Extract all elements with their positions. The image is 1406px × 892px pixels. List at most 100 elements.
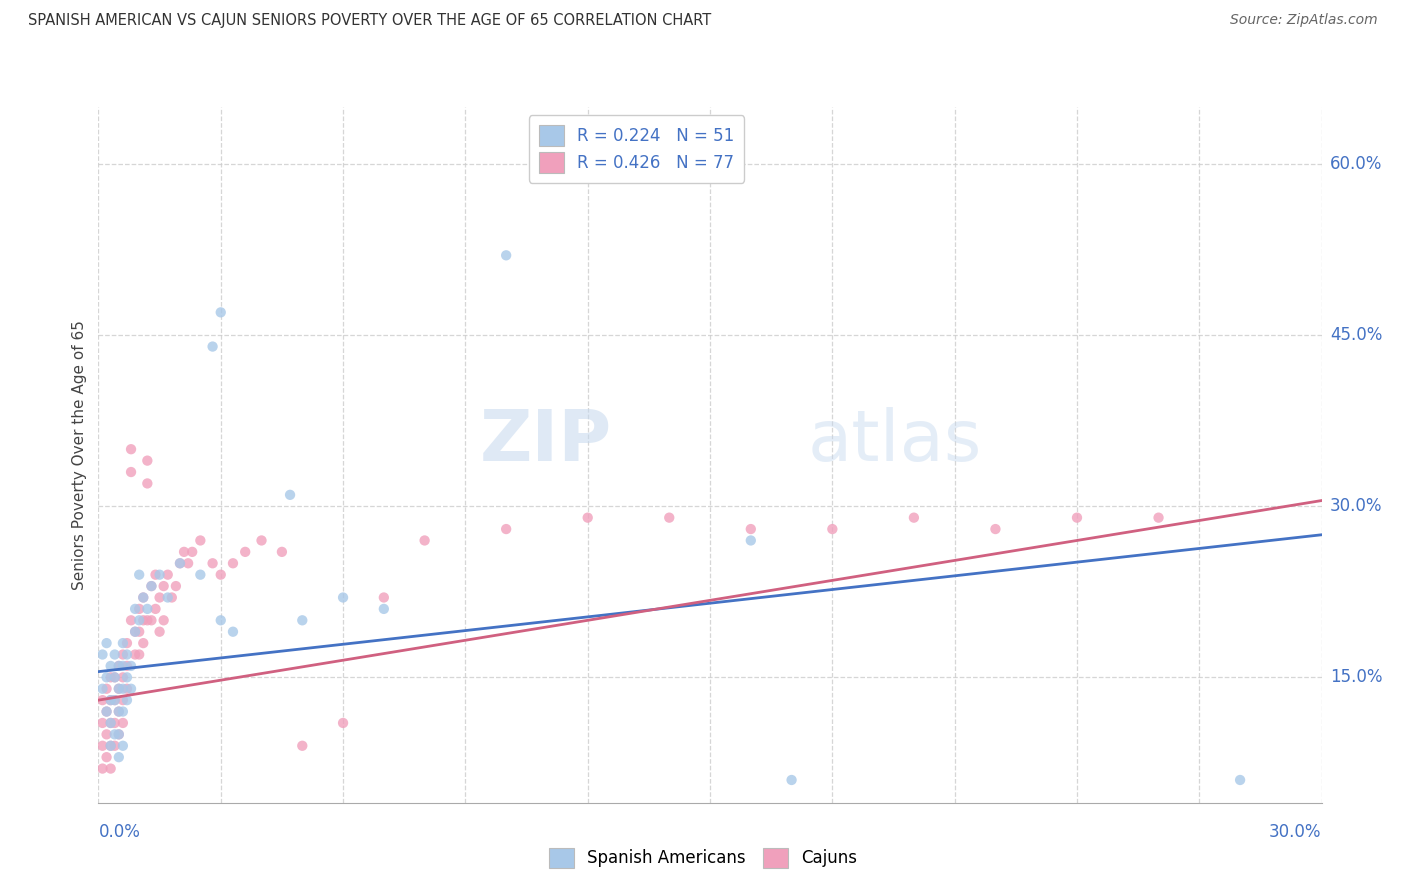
Point <box>145 567 167 582</box>
Point <box>96 705 118 719</box>
Point <box>108 750 131 764</box>
Point <box>278 488 301 502</box>
Point <box>149 624 172 639</box>
Y-axis label: Seniors Poverty Over the Age of 65: Seniors Poverty Over the Age of 65 <box>72 320 87 590</box>
Point <box>156 591 179 605</box>
Point <box>984 522 1007 536</box>
Point <box>903 510 925 524</box>
Point <box>128 613 150 627</box>
Point <box>108 681 131 696</box>
Point <box>740 533 762 548</box>
Point <box>413 533 436 548</box>
Point <box>291 613 314 627</box>
Text: 60.0%: 60.0% <box>1330 155 1382 173</box>
Point <box>576 510 599 524</box>
Point <box>209 567 232 582</box>
Point <box>96 670 118 684</box>
Point <box>658 510 681 524</box>
Point <box>141 613 163 627</box>
Point <box>209 613 232 627</box>
Point <box>149 567 172 582</box>
Point <box>165 579 187 593</box>
Point <box>181 545 204 559</box>
Point <box>111 648 134 662</box>
Point <box>96 705 118 719</box>
Point <box>108 659 131 673</box>
Point <box>91 681 114 696</box>
Point <box>132 591 155 605</box>
Point <box>1229 772 1251 787</box>
Point <box>108 727 131 741</box>
Point <box>104 670 127 684</box>
Point <box>141 579 163 593</box>
Point <box>120 681 142 696</box>
Point <box>132 591 155 605</box>
Point <box>111 705 134 719</box>
Point <box>100 739 122 753</box>
Point <box>104 693 127 707</box>
Point <box>111 739 134 753</box>
Point <box>115 681 138 696</box>
Point <box>104 648 127 662</box>
Point <box>111 693 134 707</box>
Point <box>222 556 245 570</box>
Point <box>120 465 142 479</box>
Point <box>177 556 200 570</box>
Point <box>100 762 122 776</box>
Point <box>1147 510 1170 524</box>
Text: atlas: atlas <box>808 407 983 475</box>
Legend: R = 0.224   N = 51, R = 0.426   N = 77: R = 0.224 N = 51, R = 0.426 N = 77 <box>529 115 744 183</box>
Point <box>100 739 122 753</box>
Point <box>149 591 172 605</box>
Text: 30.0%: 30.0% <box>1330 497 1382 516</box>
Point <box>124 602 146 616</box>
Point <box>173 545 195 559</box>
Point <box>104 727 127 741</box>
Point <box>115 648 138 662</box>
Point <box>100 659 122 673</box>
Point <box>136 476 159 491</box>
Point <box>111 715 134 730</box>
Point <box>291 739 314 753</box>
Text: 0.0%: 0.0% <box>98 823 141 841</box>
Point <box>136 453 159 467</box>
Point <box>115 636 138 650</box>
Point <box>108 681 131 696</box>
Point <box>124 624 146 639</box>
Point <box>96 636 118 650</box>
Text: Source: ZipAtlas.com: Source: ZipAtlas.com <box>1230 13 1378 28</box>
Point <box>152 613 174 627</box>
Point <box>120 659 142 673</box>
Point <box>780 772 803 787</box>
Point <box>91 715 114 730</box>
Point <box>373 591 395 605</box>
Point <box>145 602 167 616</box>
Point <box>222 624 245 639</box>
Legend: Spanish Americans, Cajuns: Spanish Americans, Cajuns <box>543 841 863 875</box>
Point <box>250 533 273 548</box>
Text: 45.0%: 45.0% <box>1330 326 1382 344</box>
Point <box>104 739 127 753</box>
Point <box>104 715 127 730</box>
Point <box>160 591 183 605</box>
Point <box>100 715 122 730</box>
Point <box>136 602 159 616</box>
Point <box>111 636 134 650</box>
Point <box>91 762 114 776</box>
Point <box>104 670 127 684</box>
Point <box>373 602 395 616</box>
Point <box>104 693 127 707</box>
Point <box>96 750 118 764</box>
Point <box>1066 510 1088 524</box>
Point <box>115 693 138 707</box>
Point <box>132 636 155 650</box>
Point <box>270 545 294 559</box>
Point <box>108 705 131 719</box>
Point <box>821 522 844 536</box>
Point <box>91 693 114 707</box>
Point <box>201 340 224 354</box>
Point <box>495 522 517 536</box>
Text: ZIP: ZIP <box>479 407 612 475</box>
Point <box>156 567 179 582</box>
Point <box>100 715 122 730</box>
